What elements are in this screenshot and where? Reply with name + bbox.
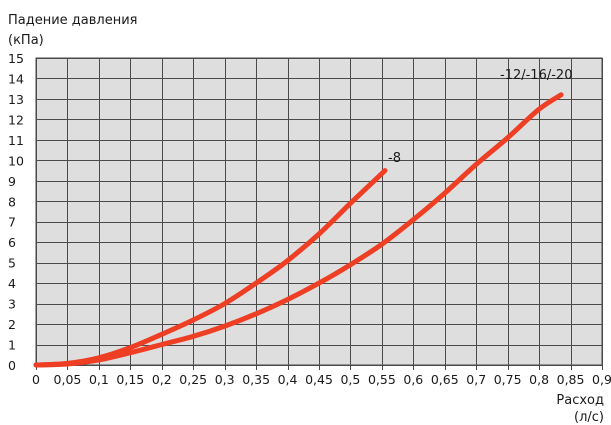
- x-tick-label: 0,9: [592, 372, 611, 387]
- y-tick-label: 7: [8, 215, 16, 230]
- y-tick-label: 0: [8, 358, 16, 373]
- x-tick-label: 0,55: [368, 372, 396, 387]
- y-tick-label: 8: [8, 194, 16, 209]
- x-tick-label: 0,1: [89, 372, 109, 387]
- y-tick-label: 2: [8, 317, 16, 332]
- series-lines: [33, 92, 564, 368]
- x-tick-label: 0,2: [152, 372, 172, 387]
- x-tick-label: 0,8: [529, 372, 549, 387]
- y-tick-label: 15: [8, 51, 24, 66]
- x-tick-label: 0,5: [340, 372, 360, 387]
- y-tick-label: 11: [8, 133, 24, 148]
- y-axis-title-line1: Падение давления: [8, 13, 138, 28]
- y-tick-label: 4: [8, 276, 16, 291]
- x-tick-label: 0,85: [557, 372, 585, 387]
- series-label-minus-8: -8: [388, 151, 401, 166]
- x-tick-label: 0,3: [215, 372, 235, 387]
- x-tick-label: 0,45: [305, 372, 333, 387]
- y-tick-label: 5: [8, 256, 16, 271]
- x-tick-label: 0,35: [242, 372, 270, 387]
- gridlines: [36, 58, 603, 370]
- x-tick-label: 0,75: [494, 372, 522, 387]
- y-tick-label: 9: [8, 174, 16, 189]
- x-tick-label: 0,05: [54, 372, 82, 387]
- x-tick-label: 0: [32, 372, 40, 387]
- y-axis-title-line2: (кПа): [8, 33, 44, 48]
- y-tick-label: 14: [8, 71, 24, 86]
- x-axis-title-line1: Расход: [556, 393, 604, 408]
- x-tick-label: 0,15: [116, 372, 144, 387]
- y-tick-label: 10: [8, 153, 24, 168]
- y-tick-label: 1: [8, 338, 16, 353]
- x-tick-label: 0,4: [278, 372, 298, 387]
- x-tick-labels: 0 0,05 0,1 0,15 0,2 0,25 0,3 0,35 0,4 0,45 0,5 0,55…: [32, 372, 611, 387]
- x-axis-title-line2: (л/с): [574, 410, 604, 425]
- x-tick-label: 0,25: [179, 372, 207, 387]
- y-tick-label: 13: [8, 92, 24, 107]
- series-label-minus-12-16-20: -12/-16/-20: [500, 68, 572, 83]
- series-line-1: [33, 92, 564, 368]
- x-tick-label: 0,6: [403, 372, 423, 387]
- y-tick-label: 12: [8, 112, 24, 127]
- y-tick-label: 6: [8, 235, 16, 250]
- y-tick-label: 3: [8, 297, 16, 312]
- x-tick-label: 0,7: [466, 372, 486, 387]
- x-tick-label: 0,65: [431, 372, 459, 387]
